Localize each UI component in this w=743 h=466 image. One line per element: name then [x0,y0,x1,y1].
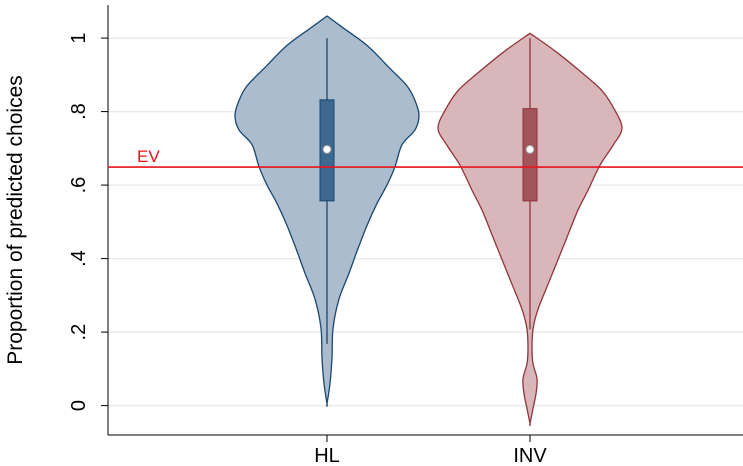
y-tick-label: .8 [68,103,90,120]
median [525,144,535,154]
x-tick-label: HL [314,445,340,466]
y-tick-label: .4 [68,250,90,267]
box [522,108,538,202]
reference-label: EV [137,147,160,166]
y-tick-label: .2 [68,324,90,341]
y-axis-title: Proportion of predicted choices [4,75,27,365]
y-tick-label: 0 [68,400,90,411]
y-tick-label: 1 [68,33,90,44]
x-tick-label: INV [513,445,547,466]
y-tick-label: .6 [68,177,90,194]
median [322,144,332,154]
